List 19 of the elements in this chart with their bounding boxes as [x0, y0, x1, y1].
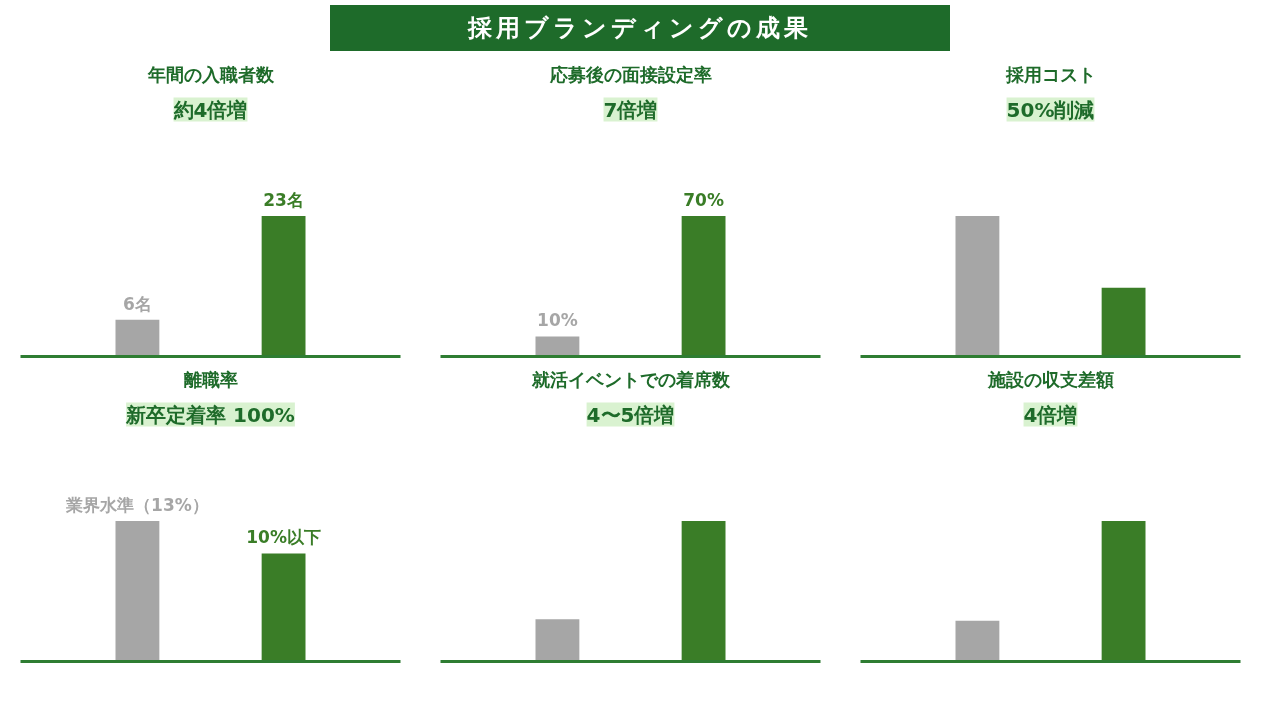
text: 約4倍増 — [172, 97, 248, 122]
text: 採用ブランディングの成果 — [468, 13, 812, 44]
chart-title: 年間の入職者数 — [146, 63, 275, 85]
data-label: 10%以下 — [246, 527, 321, 548]
chart-title: 就活イベントでの着席数 — [530, 368, 731, 390]
chart-title: 採用コスト — [1004, 63, 1096, 85]
data-label: 23名 — [263, 189, 304, 210]
data-label: 6名 — [123, 293, 152, 314]
text: 7倍増 — [603, 97, 658, 122]
text: 4倍増 — [1023, 402, 1078, 427]
text: 4〜5倍増 — [586, 402, 675, 427]
data-label: 70% — [683, 189, 724, 210]
chart-title: 応募後の面接設定率 — [548, 63, 712, 85]
chart-title: 離職率 — [182, 368, 238, 390]
data-label: 業界水準（13%） — [65, 494, 209, 515]
text: 50%削減 — [1006, 97, 1095, 122]
chart-title: 施設の収支差額 — [986, 368, 1114, 390]
data-label: 10% — [537, 310, 578, 331]
text: 新卒定着率 100% — [125, 402, 295, 427]
